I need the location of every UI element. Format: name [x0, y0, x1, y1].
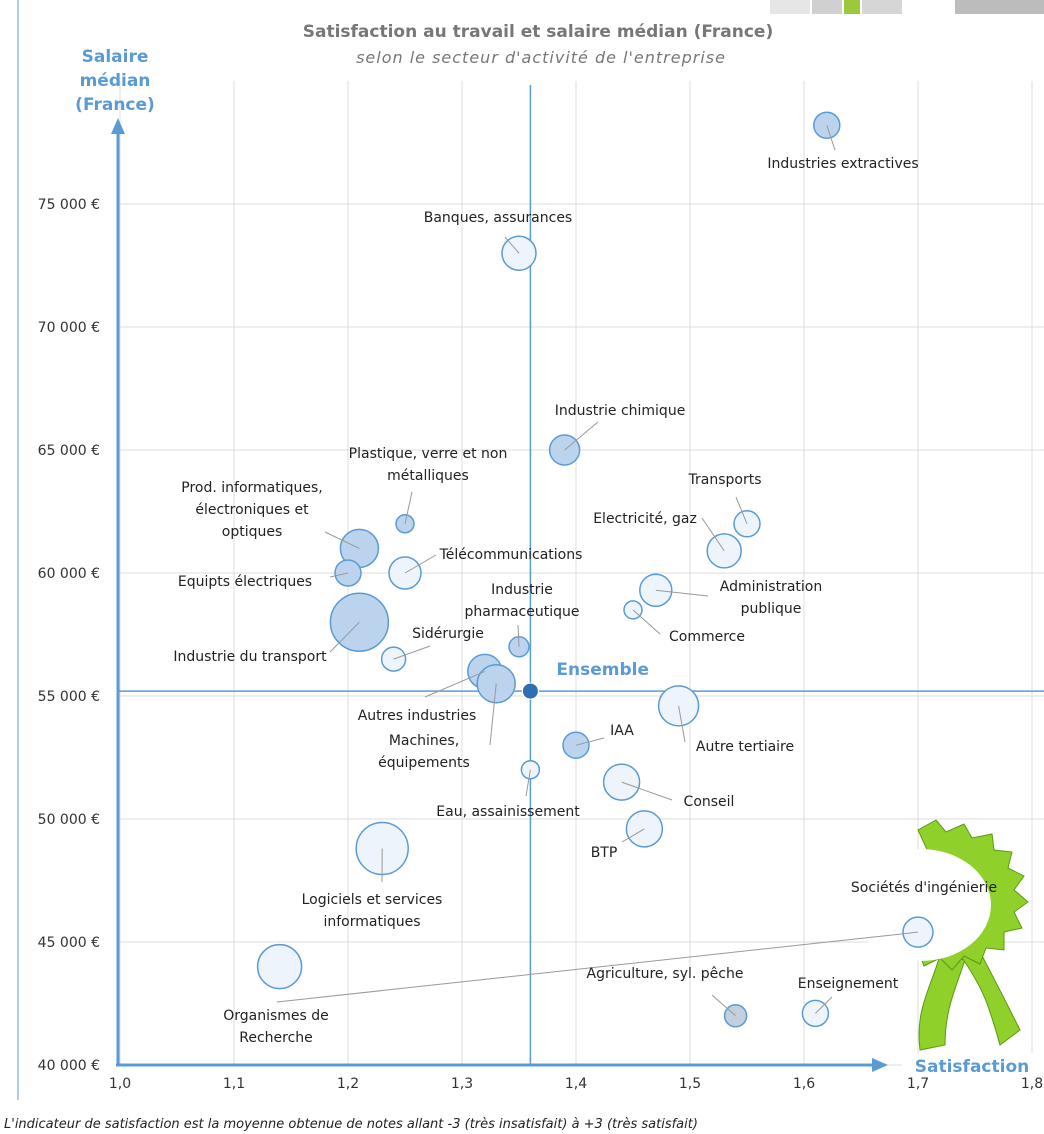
- chart-title: Satisfaction au travail et salaire média…: [303, 22, 773, 42]
- ribbon: [851, 820, 1028, 1050]
- data-label: Prod. informatiques,: [181, 480, 322, 496]
- data-label: Electricité, gaz: [593, 511, 697, 527]
- data-label: Enseignement: [798, 976, 899, 992]
- x-tick-label: 1,5: [679, 1076, 701, 1092]
- y-axis-arrow: [111, 118, 125, 134]
- x-tick-label: 1,2: [337, 1076, 359, 1092]
- data-label: Transports: [688, 472, 762, 488]
- y-tick-label: 75 000 €: [38, 197, 100, 213]
- x-tick-label: 1,1: [223, 1076, 245, 1092]
- y-tick-label: 40 000 €: [38, 1058, 100, 1074]
- data-label: Industries extractives: [767, 156, 918, 172]
- data-label: Administration: [720, 579, 822, 595]
- data-label: Autre tertiaire: [696, 739, 794, 755]
- chart: Industries extractives Banques, assurance…: [0, 0, 1044, 1134]
- data-label: Equipts électriques: [178, 574, 312, 590]
- reference-point: [522, 683, 538, 699]
- footnote: L'indicateur de satisfaction est la moye…: [4, 1117, 698, 1132]
- data-label: Machines,: [389, 733, 459, 749]
- chart-subtitle: selon le secteur d'activité de l'entrepr…: [356, 48, 726, 67]
- bubble: [502, 236, 536, 270]
- data-label: équipements: [378, 755, 470, 771]
- data-label: Industrie du transport: [173, 649, 327, 665]
- x-tick-label: 1,3: [451, 1076, 473, 1092]
- data-label: Autres industries: [358, 708, 477, 724]
- data-label: BTP: [591, 845, 618, 861]
- y-axis-label: Salaire: [82, 47, 149, 67]
- reference-label: Ensemble: [556, 660, 649, 680]
- leader-line: [633, 610, 660, 634]
- x-axis-arrow: [872, 1058, 888, 1072]
- data-label: Sociétés d'ingénierie: [851, 880, 997, 896]
- y-tick-label: 60 000 €: [38, 566, 100, 582]
- data-label: Commerce: [669, 629, 745, 645]
- y-tick-label: 45 000 €: [38, 935, 100, 951]
- x-tick-label: 1,4: [565, 1076, 587, 1092]
- x-tick-label: 1,0: [109, 1076, 131, 1092]
- data-label: Recherche: [239, 1030, 313, 1046]
- data-label: Organismes de: [223, 1008, 329, 1024]
- y-tick-label: 70 000 €: [38, 320, 100, 336]
- data-label: Plastique, verre et non: [349, 446, 508, 462]
- data-label: Conseil: [684, 794, 735, 810]
- data-label: électroniques et: [195, 502, 309, 518]
- x-tick-label: 1,6: [793, 1076, 815, 1092]
- bubbles: [258, 112, 933, 1027]
- data-label: publique: [741, 601, 802, 617]
- data-label: Eau, assainissement: [436, 804, 580, 820]
- data-label: Banques, assurances: [424, 210, 572, 226]
- x-tick-label: 1,7: [907, 1076, 929, 1092]
- y-axis-label: médian: [80, 71, 151, 91]
- x-axis-label: Satisfaction: [915, 1057, 1029, 1077]
- data-label: informatiques: [323, 914, 420, 930]
- data-label: Agriculture, syl. pêche: [587, 966, 744, 982]
- data-label: pharmaceutique: [464, 604, 579, 620]
- data-label: Logiciels et services: [302, 892, 443, 908]
- data-label: Télécommunications: [439, 547, 583, 563]
- header-strip: [770, 0, 1044, 14]
- y-tick-label: 50 000 €: [38, 812, 100, 828]
- data-label: Industrie chimique: [555, 403, 686, 419]
- data-label: IAA: [610, 723, 634, 739]
- bubble: [725, 1005, 747, 1027]
- x-tick-label: 1,8: [1021, 1076, 1043, 1092]
- bubble: [258, 945, 302, 989]
- y-axis-label: (France): [75, 95, 155, 115]
- data-label: Sidérurgie: [412, 626, 484, 642]
- y-tick-label: 55 000 €: [38, 689, 100, 705]
- y-tick-label: 65 000 €: [38, 443, 100, 459]
- page: Industries extractives Banques, assurance…: [0, 0, 1044, 1134]
- data-label: métalliques: [387, 468, 469, 484]
- data-label: optiques: [222, 524, 283, 540]
- data-label: Industrie: [491, 582, 553, 598]
